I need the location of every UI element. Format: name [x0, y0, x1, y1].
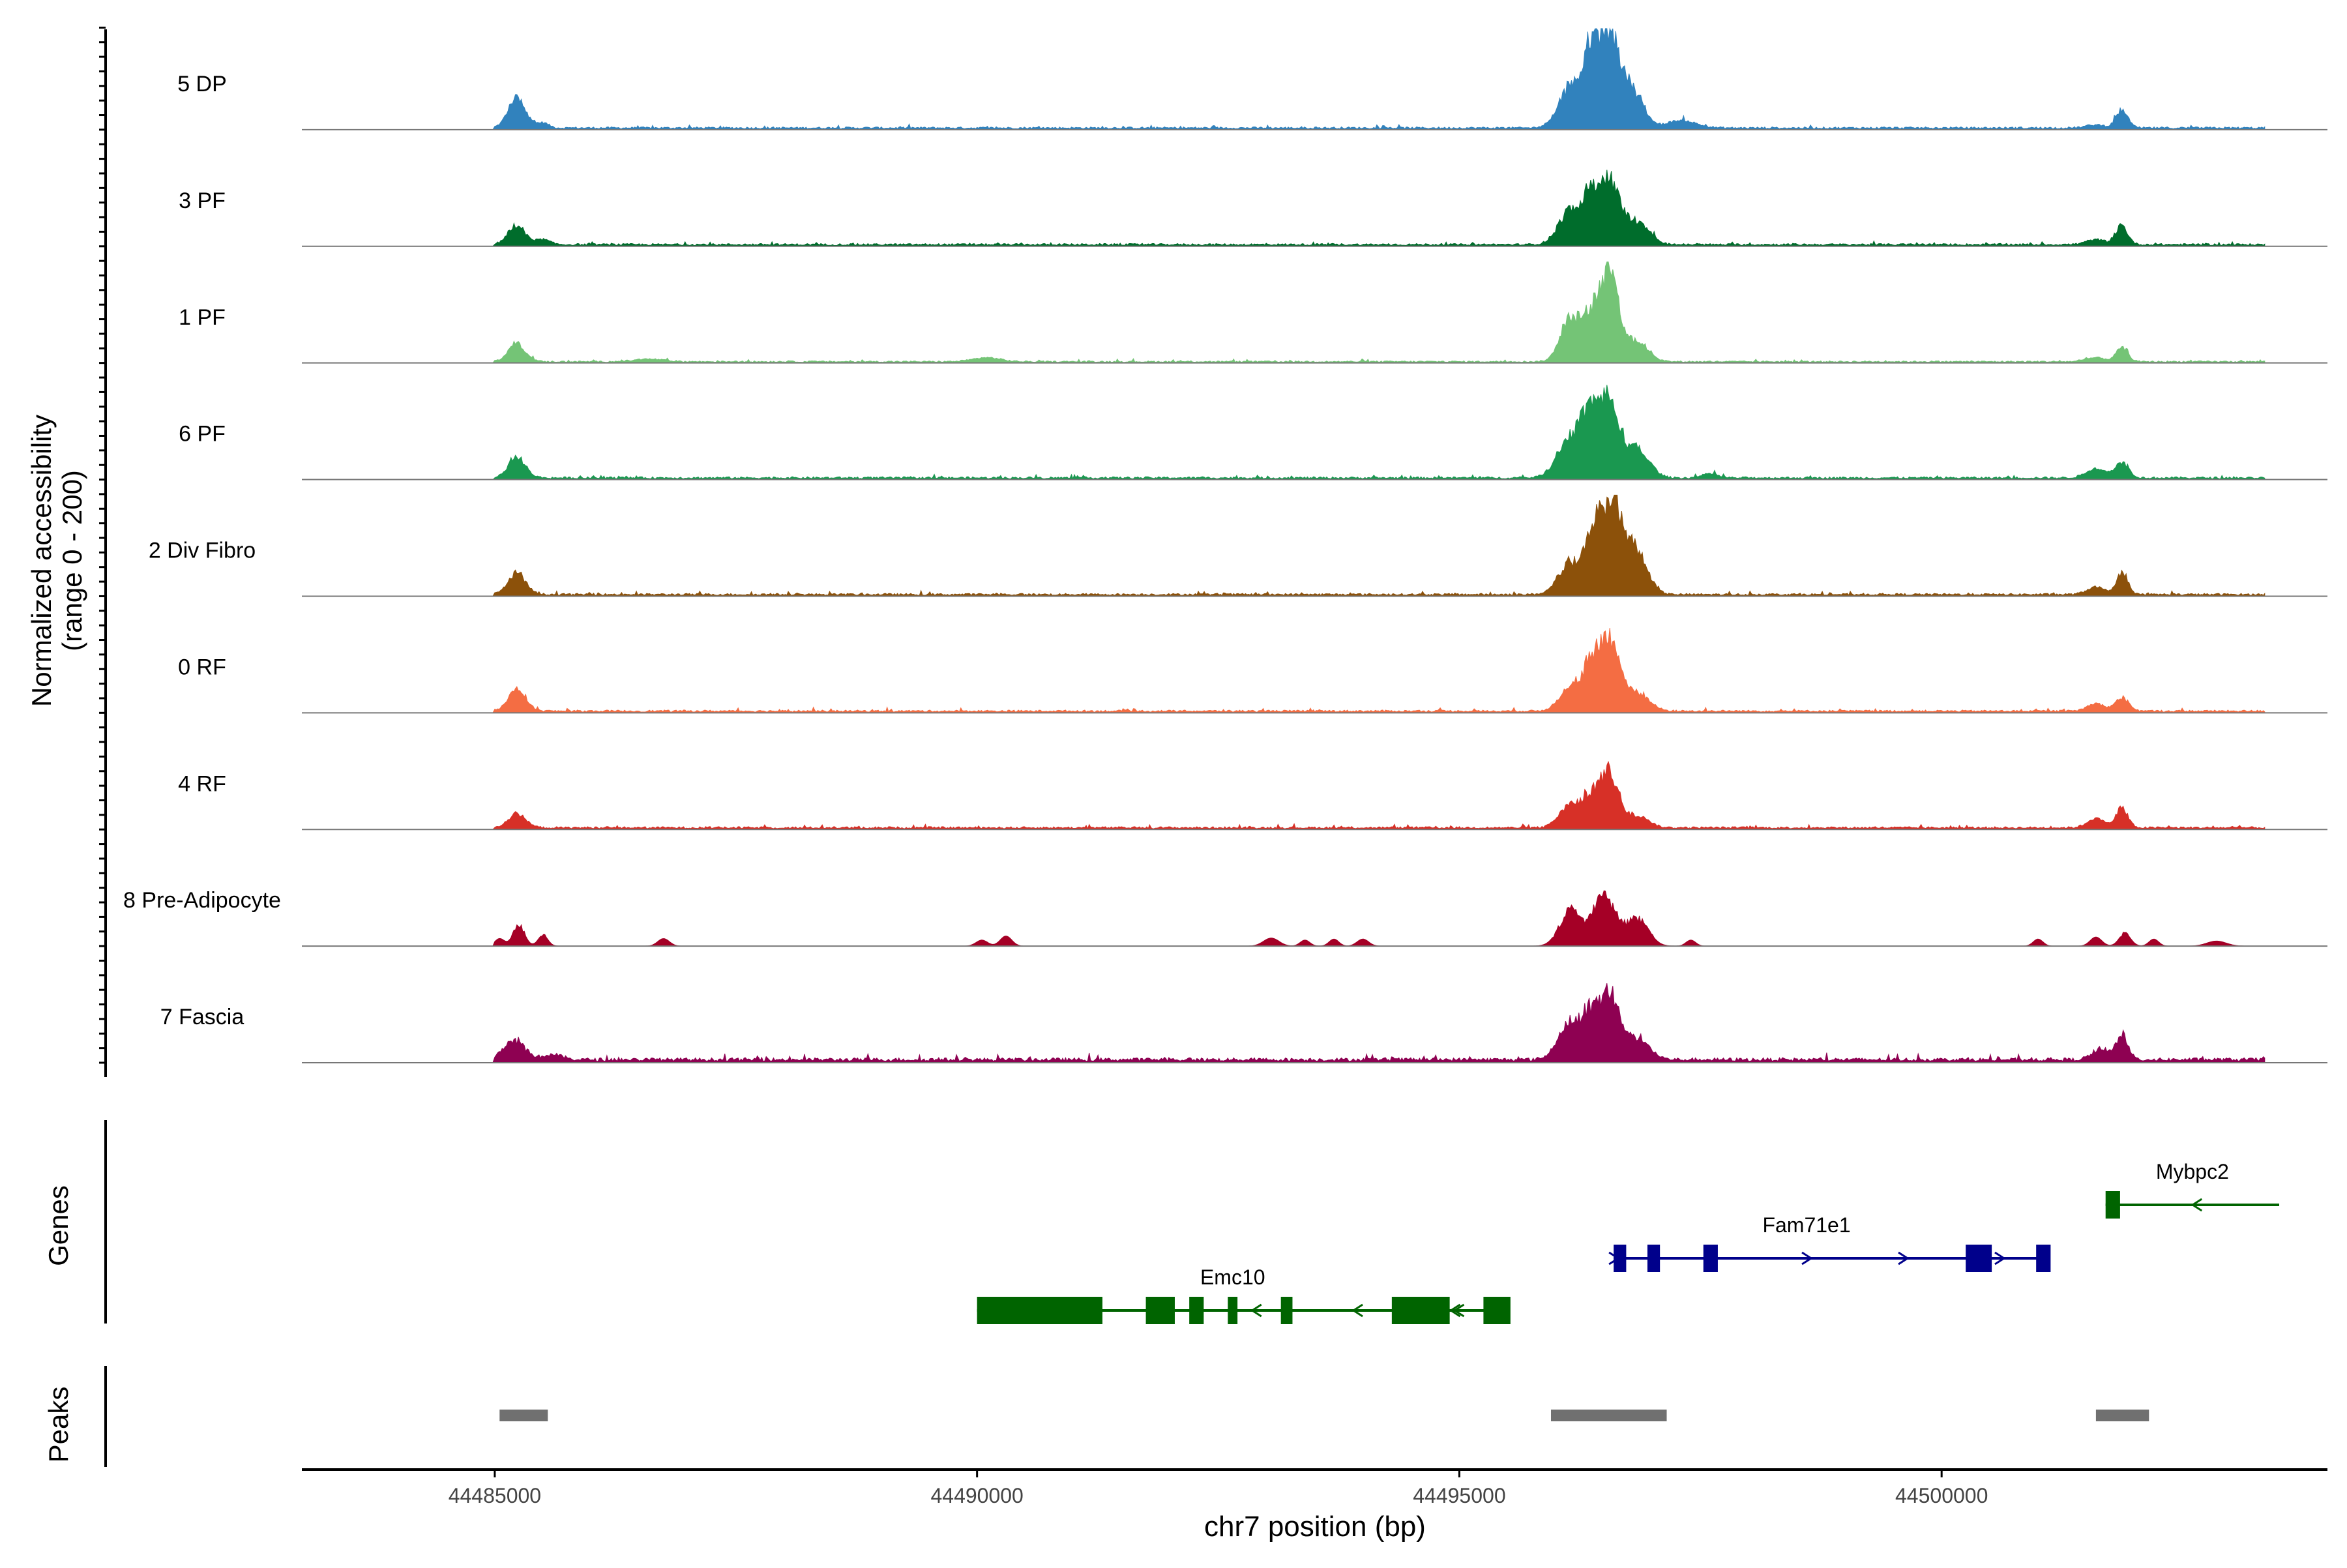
gene-mybpc2: Mybpc2 — [2105, 1160, 2280, 1219]
track-label: 1 PF — [179, 305, 226, 330]
coverage-area — [492, 261, 2266, 364]
track-2-div-fibro: 2 Div Fibro — [149, 494, 2327, 597]
track-label: 8 Pre-Adipocyte — [123, 888, 281, 913]
peaks-panel: Peaks — [43, 1366, 2149, 1467]
gene-fam71e1: Fam71e1 — [1608, 1213, 2051, 1272]
track-4-rf: 4 RF — [178, 760, 2327, 831]
strand-arrow — [1994, 1251, 2006, 1265]
gene-exon — [2036, 1245, 2051, 1272]
track-3-pf: 3 PF — [179, 170, 2327, 247]
x-tick-label: 44485000 — [449, 1484, 541, 1507]
x-tick-label: 44500000 — [1895, 1484, 1988, 1507]
track-label: 5 DP — [177, 72, 227, 96]
genes-panel: Genes Emc10 Fam71e1 Mybpc2 — [43, 1120, 2280, 1324]
strand-arrow — [1449, 1303, 1461, 1318]
gene-emc10: Emc10 — [977, 1265, 1511, 1324]
strand-arrow — [1801, 1251, 1813, 1265]
strand-arrow — [1608, 1251, 1620, 1265]
gene-exon — [1703, 1245, 1718, 1272]
track-label: 7 Fascia — [160, 1005, 244, 1029]
peak-region — [1550, 1410, 1667, 1421]
coverage-area — [492, 27, 2266, 130]
gene-exon — [2105, 1191, 2120, 1219]
gene-exon — [1145, 1297, 1175, 1324]
x-tick-label: 44490000 — [930, 1484, 1023, 1507]
x-axis-label: chr7 position (bp) — [1204, 1511, 1426, 1543]
gene-name: Emc10 — [1200, 1265, 1265, 1289]
gene-exon — [1966, 1245, 1992, 1272]
y-axis-label: Normalized accessibility — [26, 415, 57, 707]
track-label: 6 PF — [179, 422, 226, 447]
coverage-area — [492, 890, 2266, 947]
peaks-panel-label: Peaks — [43, 1387, 74, 1463]
x-axis: chr7 position (bp) 44485000 44490000 44495… — [302, 1468, 2327, 1543]
gene-exon — [1647, 1245, 1661, 1272]
track-5-dp: 5 DP — [177, 27, 2327, 130]
peak-region — [2095, 1410, 2149, 1421]
coverage-area — [492, 494, 2266, 597]
gene-exon — [1189, 1297, 1204, 1324]
gene-exon — [977, 1297, 1103, 1324]
coverage-area — [492, 628, 2266, 713]
track-label: 0 RF — [178, 655, 226, 679]
coverage-area — [492, 170, 2266, 247]
peak-region — [499, 1410, 548, 1421]
strand-arrow — [1351, 1303, 1363, 1318]
gene-exon — [1483, 1297, 1511, 1324]
strand-arrow — [1898, 1251, 1910, 1265]
coverage-area — [492, 385, 2266, 481]
track-label: 4 RF — [178, 771, 226, 796]
track-8-pre-adipocyte: 8 Pre-Adipocyte — [123, 888, 2327, 947]
coverage-area — [492, 760, 2266, 830]
strand-arrow — [2191, 1198, 2203, 1212]
track-6-pf: 6 PF — [179, 385, 2327, 481]
coverage-area — [492, 983, 2266, 1063]
track-label: 3 PF — [179, 188, 226, 213]
coverage-tracks: 5 DP 3 PF 1 PF 6 PF 2 Div Fibro 0 RF 4 RF 8 Pre… — [123, 27, 2327, 1063]
track-label: 2 Div Fibro — [149, 539, 256, 563]
gene-name: Fam71e1 — [1762, 1213, 1850, 1237]
strand-arrow — [1250, 1303, 1262, 1318]
gene-exon — [1280, 1297, 1293, 1324]
gene-name: Mybpc2 — [2156, 1160, 2229, 1183]
strand-arrow — [1453, 1303, 1465, 1318]
genes-panel-label: Genes — [43, 1185, 74, 1266]
accessibility-axis — [99, 26, 107, 1077]
gene-exon — [1391, 1297, 1450, 1324]
track-0-rf: 0 RF — [178, 628, 2327, 714]
track-1-pf: 1 PF — [179, 261, 2327, 364]
track-7-fascia: 7 Fascia — [160, 983, 2327, 1063]
gene-exon — [1228, 1297, 1238, 1324]
y-axis-range-label: (range 0 - 200) — [57, 470, 87, 651]
x-tick-label: 44495000 — [1413, 1484, 1505, 1507]
